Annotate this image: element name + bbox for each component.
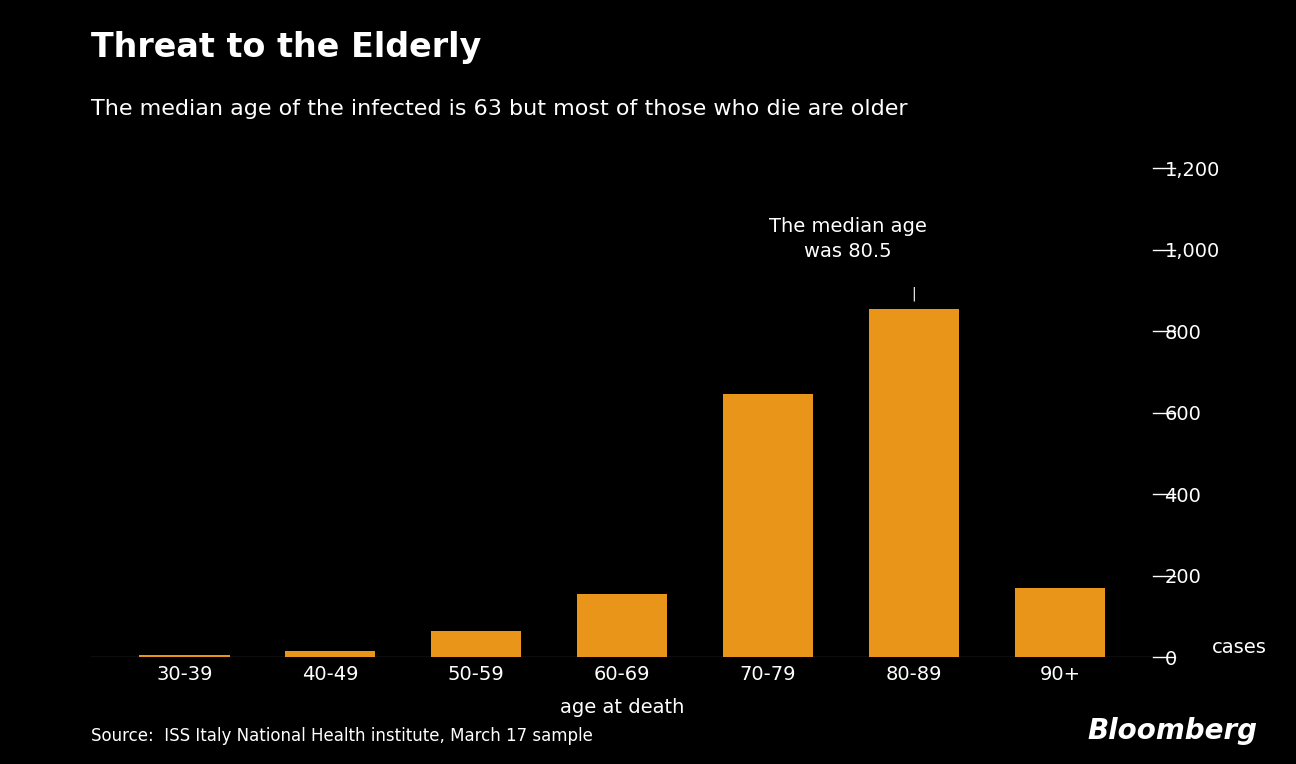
Bar [1015, 588, 1105, 657]
Text: The median age of the infected is 63 but most of those who die are older: The median age of the infected is 63 but… [91, 99, 907, 119]
Bar [868, 309, 959, 657]
Bar [430, 630, 521, 657]
Text: The median age
was 80.5: The median age was 80.5 [770, 217, 927, 261]
Text: Bloomberg: Bloomberg [1087, 717, 1257, 745]
X-axis label: age at death: age at death [560, 698, 684, 717]
Bar [285, 652, 376, 657]
Text: Source:  ISS Italy National Health institute, March 17 sample: Source: ISS Italy National Health instit… [91, 727, 592, 745]
Bar [139, 656, 229, 657]
Bar [577, 594, 667, 657]
Text: cases: cases [1212, 638, 1266, 656]
Text: |: | [911, 286, 916, 300]
Text: Threat to the Elderly: Threat to the Elderly [91, 31, 481, 63]
Bar [723, 394, 814, 657]
